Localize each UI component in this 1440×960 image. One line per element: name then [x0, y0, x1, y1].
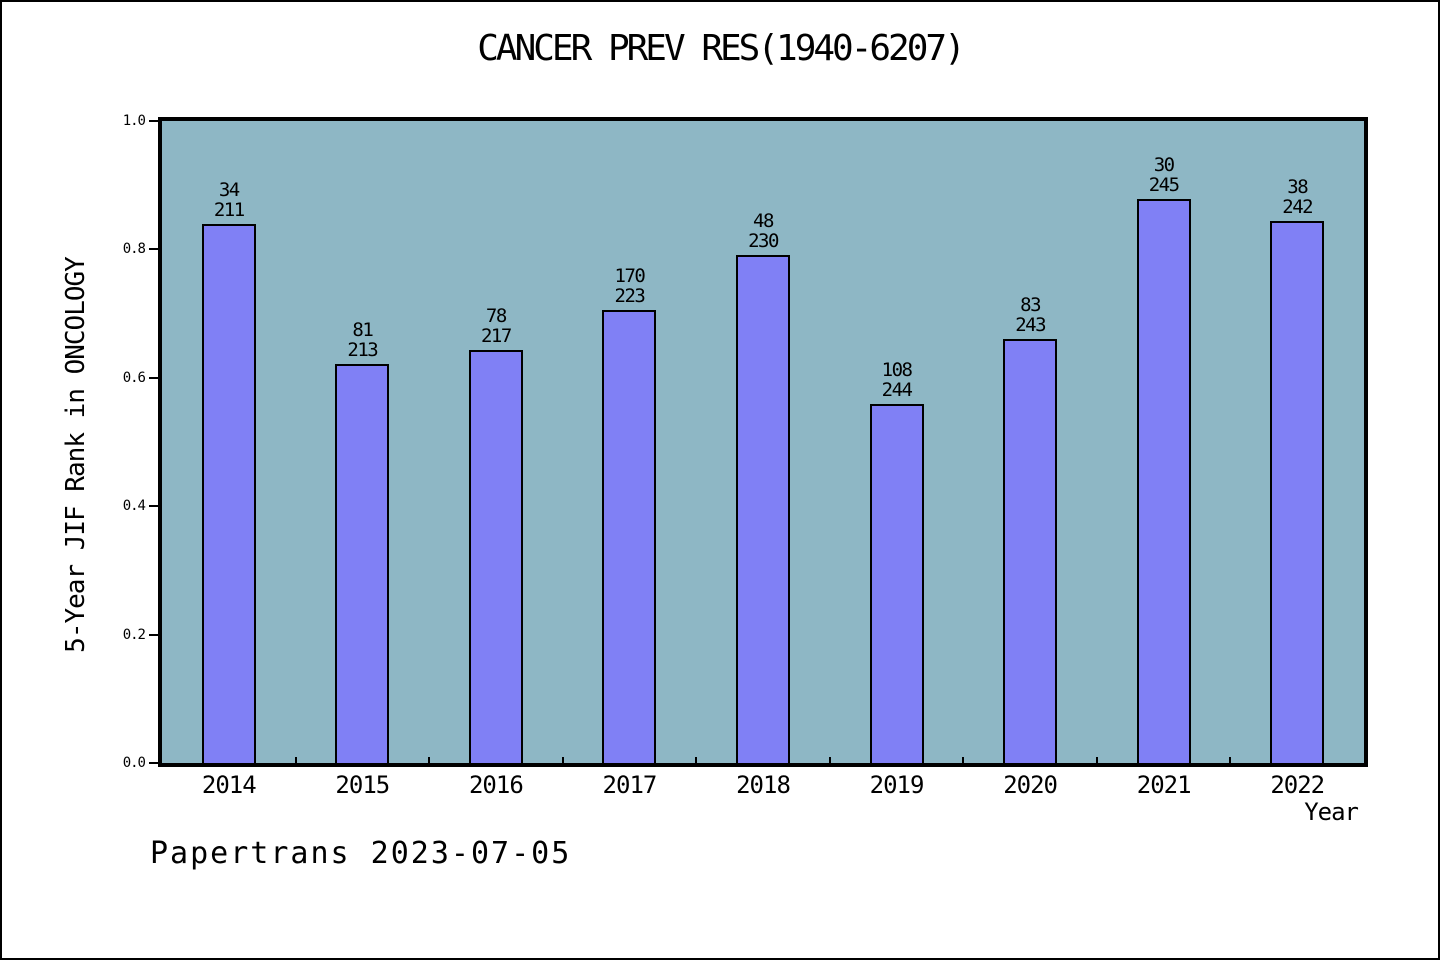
- bar-2018: [736, 255, 790, 763]
- bar-value-label-2014: 34 211: [213, 179, 245, 221]
- bar-value-label-2017: 170 223: [614, 265, 646, 307]
- bar-2022: [1270, 221, 1324, 763]
- x-tick-label-2022: 2022: [1270, 771, 1325, 799]
- x-minor-tick: [695, 757, 697, 763]
- y-tick-label: 0.6: [122, 370, 146, 386]
- bar-2016: [469, 350, 523, 763]
- y-tick-label: 0.4: [122, 498, 146, 514]
- x-tick-label-2018: 2018: [736, 771, 791, 799]
- bar-total-value: 213: [347, 339, 378, 361]
- y-axis-label: 5-Year JIF Rank in ONCOLOGY: [61, 257, 91, 653]
- footer-watermark: Papertrans 2023-07-05: [150, 836, 572, 871]
- bar-total-value: 242: [1282, 196, 1313, 218]
- bar-rank-value: 30: [1153, 154, 1175, 176]
- bar-2019: [870, 404, 924, 763]
- bar-value-label-2022: 38 242: [1282, 176, 1313, 218]
- bar-rank-value: 83: [1020, 294, 1041, 316]
- bar-2020: [1003, 339, 1057, 763]
- x-tick-label-2017: 2017: [602, 771, 658, 799]
- bar-rank-value: 81: [352, 319, 373, 341]
- y-tick-label: 0.8: [122, 241, 146, 257]
- x-minor-tick: [962, 757, 964, 763]
- x-minor-tick: [295, 757, 297, 763]
- y-tick-mark: [149, 762, 158, 764]
- bar-2017: [602, 310, 656, 763]
- bar-total-value: 230: [748, 230, 779, 252]
- y-tick-mark: [149, 505, 158, 507]
- y-tick-label: 0.0: [122, 755, 146, 771]
- bar-rank-value: 108: [881, 359, 913, 381]
- bar-rank-value: 170: [614, 265, 646, 287]
- y-tick-label: 1.0: [122, 113, 146, 129]
- bar-value-label-2019: 108 244: [881, 359, 913, 401]
- bar-rank-value: 38: [1287, 176, 1308, 198]
- x-minor-tick: [1096, 757, 1098, 763]
- x-tick-label-2015: 2015: [335, 771, 390, 799]
- x-minor-tick: [1229, 757, 1231, 763]
- y-tick-mark: [149, 377, 158, 379]
- y-tick-mark: [149, 634, 158, 636]
- bar-2015: [335, 364, 389, 763]
- bar-value-label-2015: 81 213: [347, 319, 378, 361]
- bar-total-value: 244: [881, 379, 913, 401]
- bar-2014: [202, 224, 256, 763]
- bar-rank-value: 34: [218, 179, 240, 201]
- bar-value-label-2018: 48 230: [748, 210, 779, 252]
- x-minor-tick: [562, 757, 564, 763]
- x-tick-label-2021: 2021: [1136, 771, 1192, 799]
- bar-value-label-2016: 78 217: [480, 305, 512, 347]
- x-axis-title: Year: [1304, 798, 1359, 826]
- x-tick-label-2019: 2019: [869, 771, 925, 799]
- y-tick-mark: [149, 120, 158, 122]
- bar-total-value: 217: [480, 325, 512, 347]
- bar-total-value: 245: [1148, 174, 1180, 196]
- x-minor-tick: [829, 757, 831, 763]
- x-tick-label-2014: 2014: [201, 771, 257, 799]
- chart-title: CANCER PREV RES(1940-6207): [477, 28, 966, 69]
- bar-total-value: 243: [1015, 314, 1046, 336]
- bar-value-label-2020: 83 243: [1015, 294, 1046, 336]
- x-tick-label-2016: 2016: [468, 771, 524, 799]
- bar-rank-value: 78: [485, 305, 507, 327]
- bar-total-value: 223: [614, 285, 646, 307]
- x-tick-label-2020: 2020: [1003, 771, 1058, 799]
- y-tick-mark: [149, 248, 158, 250]
- plot-area: 34 211 81 213 78 217 170 223 48 230 108 244 83 243 30 2…: [158, 117, 1368, 767]
- bar-total-value: 211: [213, 199, 245, 221]
- bar-value-label-2021: 30 245: [1148, 154, 1180, 196]
- bar-2021: [1137, 199, 1191, 763]
- x-minor-tick: [428, 757, 430, 763]
- y-tick-label: 0.2: [122, 627, 146, 643]
- bar-rank-value: 48: [753, 210, 774, 232]
